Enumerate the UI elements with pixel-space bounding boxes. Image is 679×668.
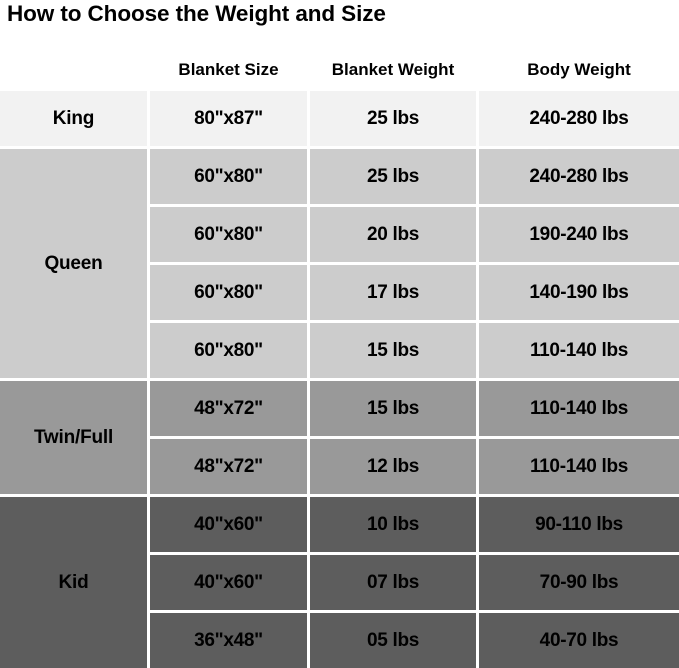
cell-blanket-size: 48"x72"	[150, 381, 307, 436]
section-rows: 48"x72" 15 lbs 110-140 lbs 48"x72" 12 lbs 110…	[150, 381, 679, 494]
page-title: How to Choose the Weight and Size	[7, 1, 386, 26]
column-header-body-weight: Body Weight	[527, 60, 631, 79]
cell-body-weight: 240-280 lbs	[479, 149, 679, 204]
cell-blanket-weight: 25 lbs	[310, 91, 476, 146]
size-section: Kid 40"x60" 10 lbs 90-110 lbs 40"x60" 07 lbs 7…	[0, 497, 679, 668]
size-section: Queen 60"x80" 25 lbs 240-280 lbs 60"x80" 20 l…	[0, 149, 679, 378]
cell-blanket-size: 60"x80"	[150, 265, 307, 320]
section-rows: 80"x87" 25 lbs 240-280 lbs	[150, 91, 679, 146]
cell-body-weight: 140-190 lbs	[479, 265, 679, 320]
column-header-row: Blanket Size Blanket Weight Body Weight	[0, 52, 679, 88]
cell-blanket-size: 48"x72"	[150, 439, 307, 494]
cell-blanket-weight: 15 lbs	[310, 323, 476, 378]
size-chart-table: King 80"x87" 25 lbs 240-280 lbs Queen 60"x80"…	[0, 91, 679, 668]
table-row: 60"x80" 17 lbs 140-190 lbs	[150, 265, 679, 320]
cell-body-weight: 110-140 lbs	[479, 439, 679, 494]
size-section: Twin/Full 48"x72" 15 lbs 110-140 lbs 48"x72"…	[0, 381, 679, 494]
cell-blanket-weight: 12 lbs	[310, 439, 476, 494]
section-label-queen: Queen	[0, 149, 147, 378]
cell-blanket-weight: 20 lbs	[310, 207, 476, 262]
table-row: 48"x72" 15 lbs 110-140 lbs	[150, 381, 679, 436]
cell-blanket-weight: 10 lbs	[310, 497, 476, 552]
cell-body-weight: 110-140 lbs	[479, 323, 679, 378]
section-rows: 60"x80" 25 lbs 240-280 lbs 60"x80" 20 lbs 190…	[150, 149, 679, 378]
section-label-kid: Kid	[0, 497, 147, 668]
table-row: 40"x60" 07 lbs 70-90 lbs	[150, 555, 679, 610]
cell-blanket-weight: 25 lbs	[310, 149, 476, 204]
cell-blanket-weight: 07 lbs	[310, 555, 476, 610]
section-label-twin-full: Twin/Full	[0, 381, 147, 494]
table-row: 60"x80" 15 lbs 110-140 lbs	[150, 323, 679, 378]
size-section: King 80"x87" 25 lbs 240-280 lbs	[0, 91, 679, 146]
table-row: 40"x60" 10 lbs 90-110 lbs	[150, 497, 679, 552]
table-row: 60"x80" 25 lbs 240-280 lbs	[150, 149, 679, 204]
column-header-blanket-size: Blanket Size	[178, 60, 279, 79]
cell-body-weight: 240-280 lbs	[479, 91, 679, 146]
cell-blanket-size: 60"x80"	[150, 207, 307, 262]
cell-blanket-size: 60"x80"	[150, 323, 307, 378]
cell-body-weight: 40-70 lbs	[479, 613, 679, 668]
cell-blanket-size: 80"x87"	[150, 91, 307, 146]
cell-blanket-weight: 05 lbs	[310, 613, 476, 668]
section-rows: 40"x60" 10 lbs 90-110 lbs 40"x60" 07 lbs 70-9…	[150, 497, 679, 668]
cell-body-weight: 90-110 lbs	[479, 497, 679, 552]
cell-blanket-size: 60"x80"	[150, 149, 307, 204]
table-row: 80"x87" 25 lbs 240-280 lbs	[150, 91, 679, 146]
cell-body-weight: 70-90 lbs	[479, 555, 679, 610]
cell-blanket-size: 36"x48"	[150, 613, 307, 668]
cell-blanket-size: 40"x60"	[150, 497, 307, 552]
table-row: 48"x72" 12 lbs 110-140 lbs	[150, 439, 679, 494]
column-header-blanket-weight: Blanket Weight	[331, 60, 455, 79]
cell-body-weight: 190-240 lbs	[479, 207, 679, 262]
cell-blanket-size: 40"x60"	[150, 555, 307, 610]
section-label-king: King	[0, 91, 147, 146]
cell-blanket-weight: 17 lbs	[310, 265, 476, 320]
table-row: 36"x48" 05 lbs 40-70 lbs	[150, 613, 679, 668]
cell-blanket-weight: 15 lbs	[310, 381, 476, 436]
cell-body-weight: 110-140 lbs	[479, 381, 679, 436]
table-row: 60"x80" 20 lbs 190-240 lbs	[150, 207, 679, 262]
